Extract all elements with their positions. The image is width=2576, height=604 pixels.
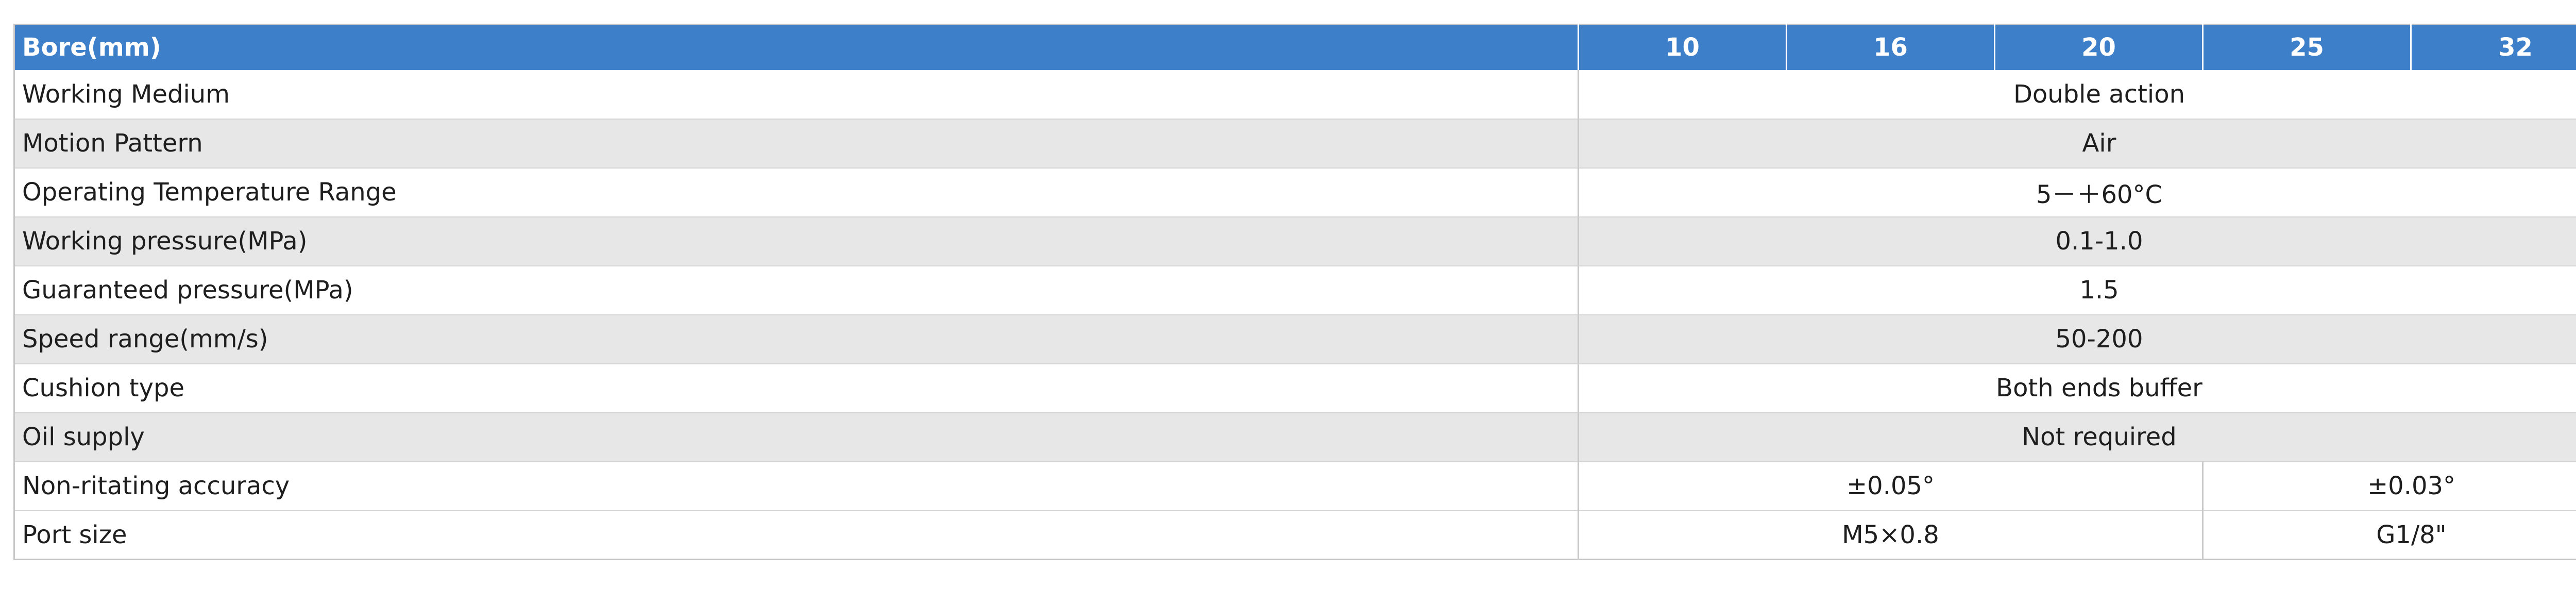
row-value-port-size-small: M5×0.8 bbox=[1578, 510, 2204, 560]
table-row: Speed range(mm/s) 50-200 bbox=[14, 314, 2576, 364]
row-label-cushion-type: Cushion type bbox=[14, 363, 1579, 413]
header-bore-16: 16 bbox=[1786, 24, 1995, 70]
row-value-port-size-large: G1/8" bbox=[2202, 510, 2576, 560]
row-value-motion-pattern: Air bbox=[1578, 119, 2576, 169]
row-label-motion-pattern: Motion Pattern bbox=[14, 119, 1579, 169]
row-value-guaranteed-pressure: 1.5 bbox=[1578, 265, 2576, 315]
header-bore-20: 20 bbox=[1994, 24, 2204, 70]
table-row: Guaranteed pressure(MPa) 1.5 bbox=[14, 265, 2576, 315]
table-row: Cushion type Both ends buffer bbox=[14, 363, 2576, 413]
row-label-guaranteed-pressure: Guaranteed pressure(MPa) bbox=[14, 265, 1579, 315]
row-value-speed-range: 50-200 bbox=[1578, 314, 2576, 364]
row-label-working-pressure: Working pressure(MPa) bbox=[14, 216, 1579, 266]
row-value-temperature-range: 5－＋60°C bbox=[1578, 167, 2576, 217]
row-value-oil-supply: Not required bbox=[1578, 412, 2576, 462]
row-label-oil-supply: Oil supply bbox=[14, 412, 1579, 462]
row-label-working-medium: Working Medium bbox=[14, 70, 1579, 120]
row-label-speed-range: Speed range(mm/s) bbox=[14, 314, 1579, 364]
header-row: Bore(mm) 10 16 20 25 32 bbox=[14, 24, 2576, 70]
table-row: Working Medium Double action bbox=[14, 70, 2576, 120]
row-value-working-pressure: 0.1-1.0 bbox=[1578, 216, 2576, 266]
table-row: Operating Temperature Range 5－＋60°C bbox=[14, 167, 2576, 217]
header-bore-32: 32 bbox=[2411, 24, 2576, 70]
header-bore-label: Bore(mm) bbox=[14, 24, 1579, 70]
table-row: Port size M5×0.8 G1/8" bbox=[14, 510, 2576, 560]
table-row: Motion Pattern Air bbox=[14, 119, 2576, 169]
table-row: Oil supply Not required bbox=[14, 412, 2576, 462]
header-bore-10: 10 bbox=[1578, 24, 1787, 70]
table-row: Non-ritating accuracy ±0.05° ±0.03° bbox=[14, 461, 2576, 511]
row-value-rotating-accuracy-small: ±0.05° bbox=[1578, 461, 2204, 511]
table-row: Working pressure(MPa) 0.1-1.0 bbox=[14, 216, 2576, 266]
row-value-working-medium: Double action bbox=[1578, 70, 2576, 120]
spec-table: Bore(mm) 10 16 20 25 32 Working Medium D… bbox=[13, 24, 2576, 560]
row-label-rotating-accuracy: Non-ritating accuracy bbox=[14, 461, 1579, 511]
header-bore-25: 25 bbox=[2202, 24, 2412, 70]
row-label-temperature-range: Operating Temperature Range bbox=[14, 167, 1579, 217]
row-label-port-size: Port size bbox=[14, 510, 1579, 560]
row-value-rotating-accuracy-large: ±0.03° bbox=[2202, 461, 2576, 511]
row-value-cushion-type: Both ends buffer bbox=[1578, 363, 2576, 413]
